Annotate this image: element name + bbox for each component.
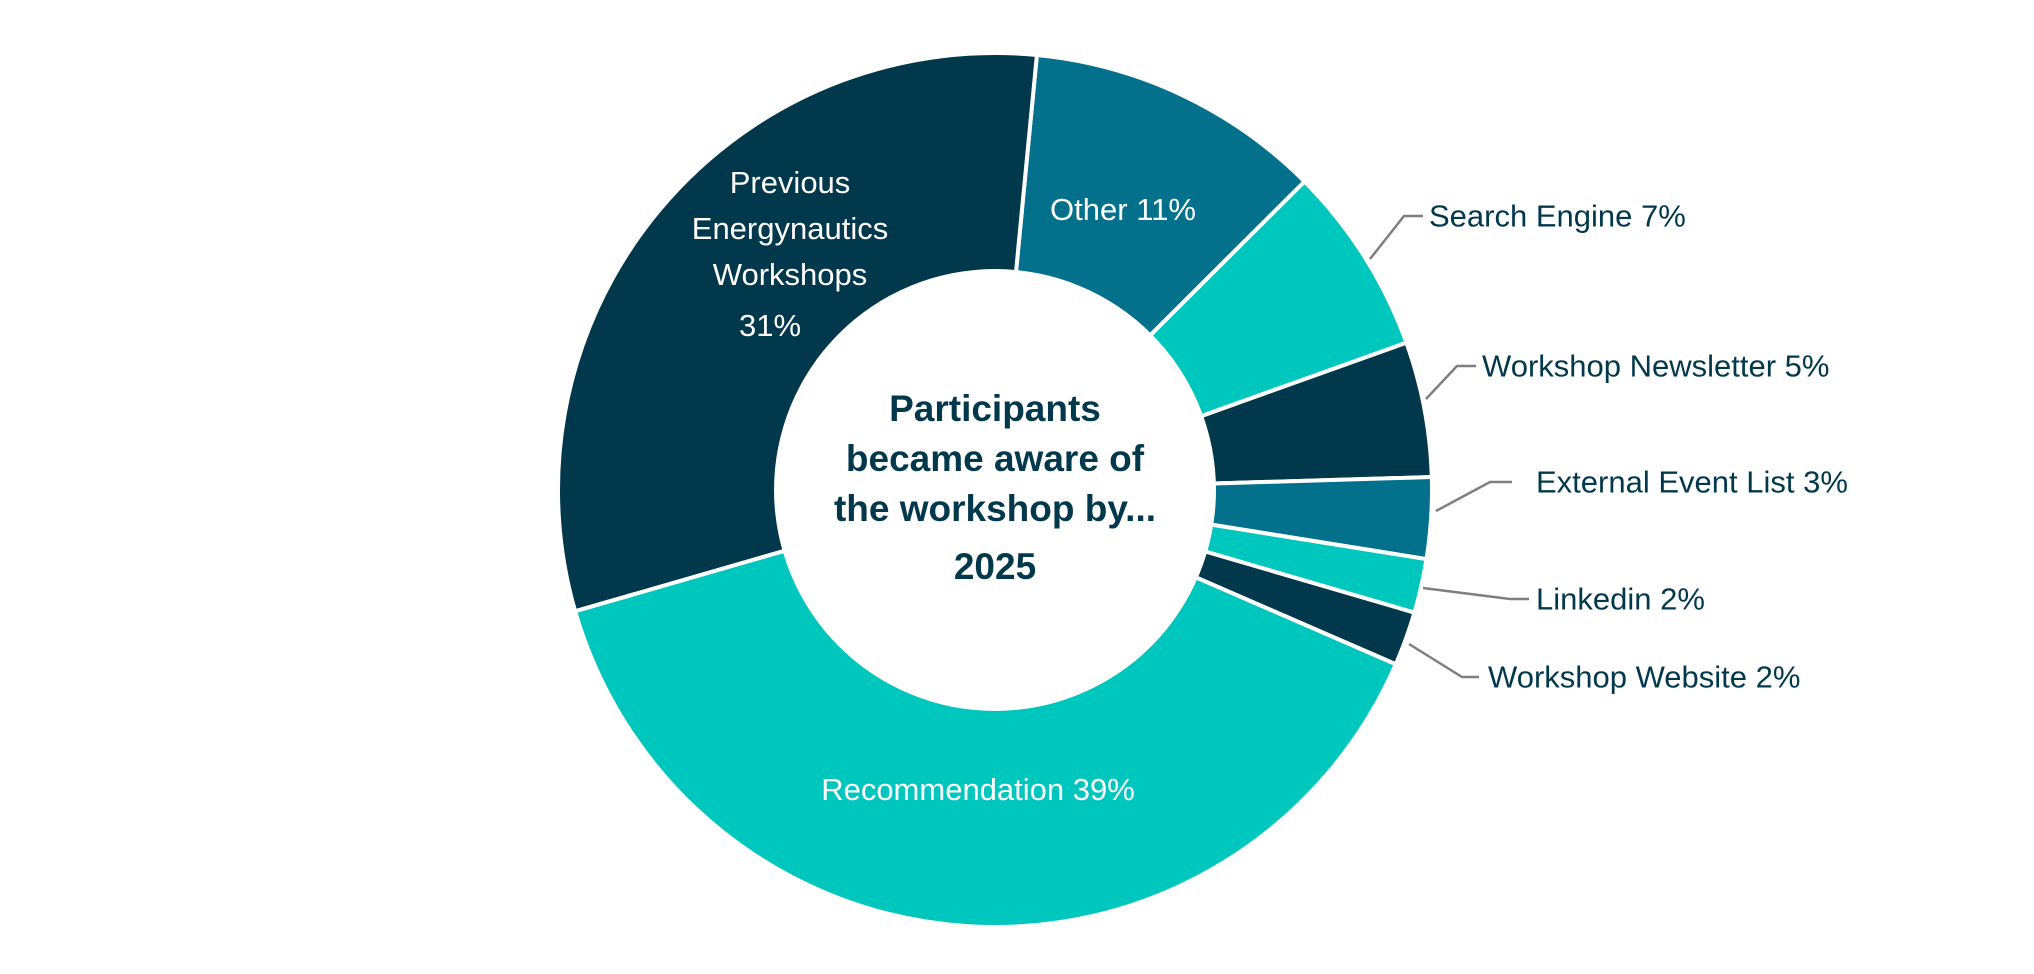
label-workshop-newsletter: Workshop Newsletter 5% [1482, 349, 1829, 384]
leader-line-linkedin [1422, 586, 1529, 601]
label-external-event-list: External Event List 3% [1536, 465, 1848, 500]
leader-line-external-event-list [1435, 480, 1512, 513]
label-workshop-website: Workshop Website 2% [1488, 660, 1800, 695]
label-recommendation: Recommendation 39% [821, 772, 1135, 807]
center-title-line-2: became aware of [846, 438, 1145, 479]
label-previous-line-2: Energynautics [692, 211, 888, 246]
center-title-line-3: the workshop by... [834, 488, 1156, 529]
label-linkedin: Linkedin 2% [1536, 582, 1705, 617]
label-previous-value: 31% [739, 308, 801, 343]
label-previous-line-1: Previous [730, 165, 851, 200]
leader-line-workshop-website [1408, 642, 1479, 679]
center-title-line-1: Participants [889, 388, 1101, 429]
label-other: Other 11% [1050, 192, 1196, 227]
label-previous-line-3: Workshops [713, 257, 868, 292]
label-search-engine: Search Engine 7% [1429, 199, 1686, 234]
leader-line-search-engine [1369, 214, 1423, 260]
slices-group [556, 51, 1434, 929]
center-title-year: 2025 [954, 546, 1036, 587]
donut-hole [774, 269, 1216, 711]
leader-line-workshop-newsletter [1425, 364, 1476, 400]
